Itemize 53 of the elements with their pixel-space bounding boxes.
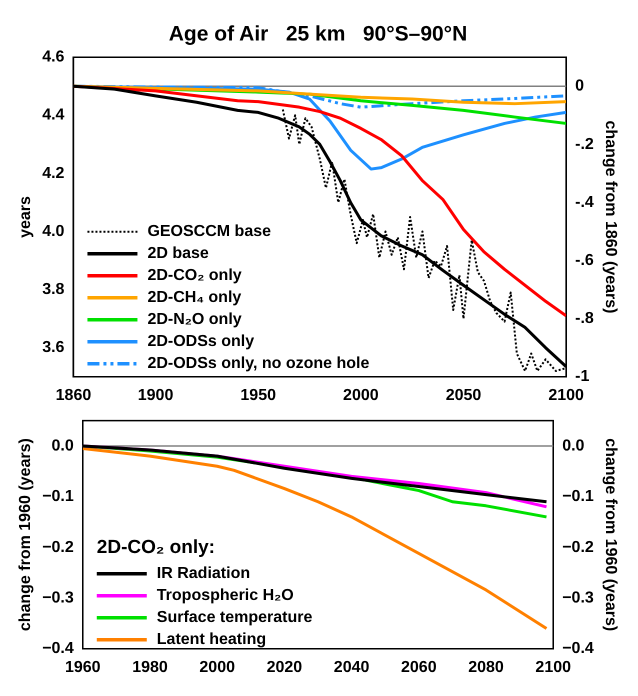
x-tick-label: 2060 <box>401 658 437 676</box>
y2-tick-label: -.4 <box>575 194 594 211</box>
x-tick-label: 2020 <box>266 658 302 676</box>
y-tick-label: 4.2 <box>42 164 65 182</box>
x-tick-label: 2050 <box>446 386 482 404</box>
y2-axis-title: change from 1860 (years) <box>602 120 619 314</box>
y-tick-label: 4.4 <box>42 106 65 124</box>
y2-tick-label: -.2 <box>575 136 594 153</box>
legend-label: Surface temperature <box>156 609 313 626</box>
y2-tick-label: -.6 <box>575 252 594 269</box>
y2-tick-label: 0 <box>575 78 584 95</box>
legend-label: Latent heating <box>156 631 266 648</box>
y2-tick-label: -1 <box>575 368 590 386</box>
y2-tick-label: −0.1 <box>562 488 594 506</box>
y2-tick-label: -.8 <box>575 310 594 328</box>
x-tick-label: 1950 <box>240 386 276 404</box>
y-tick-label: −0.1 <box>42 488 74 506</box>
legend-label: 2D-N₂O only <box>147 311 242 328</box>
x-tick-label: 2040 <box>334 658 370 676</box>
x-tick-label: 1960 <box>64 658 101 676</box>
y-tick-label: 4.0 <box>42 222 65 240</box>
y-tick-label: −0.2 <box>42 538 74 556</box>
x-tick-label: 2100 <box>548 386 584 404</box>
y2-tick-label: 0.0 <box>562 437 585 454</box>
y2-tick-label: −0.2 <box>562 538 594 556</box>
y2-tick-label: −0.4 <box>562 640 594 658</box>
legend-title: 2D-CO₂ only: <box>96 537 216 558</box>
x-tick-label: 2080 <box>468 658 504 676</box>
y-tick-label: 4.6 <box>42 48 65 66</box>
legend-label: 2D base <box>147 245 209 262</box>
legend-label: Tropospheric H₂O <box>156 587 294 604</box>
y-tick-label: −0.3 <box>42 589 74 606</box>
x-tick-label: 1900 <box>138 386 174 404</box>
y2-axis-title: change from 1960 (years) <box>602 438 619 632</box>
y-tick-label: −0.4 <box>42 640 74 658</box>
x-tick-label: 2000 <box>343 386 379 404</box>
legend-label: IR Radiation <box>156 565 250 582</box>
chart-title: Age of Air 25 km 90°S–90°N <box>168 22 468 46</box>
x-tick-label: 1860 <box>56 386 92 404</box>
y-tick-label: 3.6 <box>42 339 65 356</box>
y-axis-title: change from 1960 (years) <box>17 438 34 632</box>
y-tick-label: 0.0 <box>52 437 74 454</box>
legend-label: 2D-CH₄ only <box>147 289 242 306</box>
y-axis-title: years <box>17 196 34 238</box>
legend-label: 2D-ODSs only, no ozone hole <box>147 355 370 372</box>
legend-label: 2D-CO₂ only <box>147 267 242 284</box>
y2-tick-label: −0.3 <box>562 589 594 606</box>
y-tick-label: 3.8 <box>42 281 65 298</box>
legend-label: 2D-ODSs only <box>147 333 254 350</box>
x-tick-label: 2000 <box>199 658 236 676</box>
legend-label: GEOSCCM base <box>147 223 272 240</box>
x-tick-label: 1980 <box>132 658 168 676</box>
x-tick-label: 2100 <box>535 658 572 676</box>
